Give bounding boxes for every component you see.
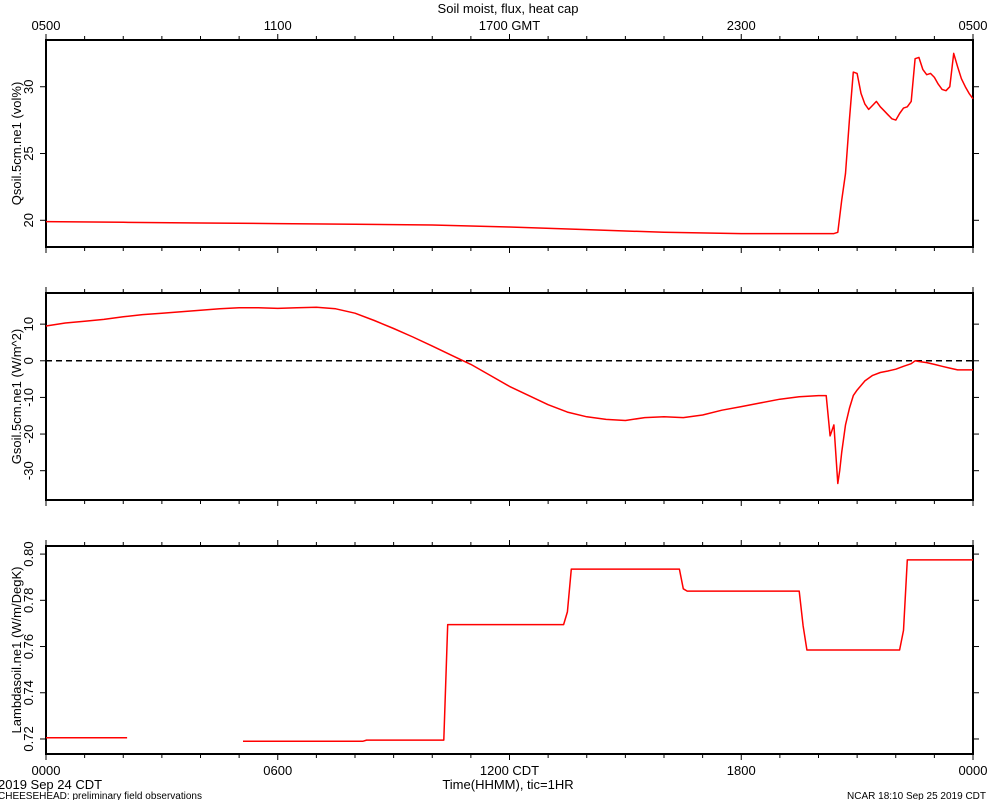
- y-axis-label: Gsoil.5cm.ne1 (W/m^2): [9, 329, 24, 464]
- bottom-tick-label: 0600: [263, 763, 292, 778]
- y-tick-label: 0.74: [21, 680, 36, 705]
- y-tick-label: 0.76: [21, 634, 36, 659]
- x-axis-label: Time(HHMM), tic=1HR: [442, 777, 573, 792]
- y-tick-label: 25: [21, 146, 36, 160]
- y-tick-label: -20: [21, 425, 36, 444]
- y-tick-label: 30: [21, 80, 36, 94]
- bottom-tick-label: 1800: [727, 763, 756, 778]
- bottom-tick-label: 1200 CDT: [480, 763, 539, 778]
- y-axis-label: Lambdasoil.ne1 (W/m/DegK): [9, 567, 24, 734]
- y-tick-label: 0: [21, 357, 36, 364]
- y-tick-label: 0.78: [21, 588, 36, 613]
- footer-right: NCAR 18:10 Sep 25 2019 CDT: [847, 791, 986, 800]
- top-tick-label: 2300: [727, 18, 756, 33]
- y-tick-label: 10: [21, 317, 36, 331]
- bottom-tick-label: 0000: [959, 763, 988, 778]
- y-tick-label: -10: [21, 388, 36, 407]
- bottom-tick-label: 0000: [32, 763, 61, 778]
- footer-left: CHEESEHEAD: preliminary field observatio…: [0, 791, 202, 800]
- panel-frame: [45, 39, 974, 248]
- y-axis-label: Qsoil.5cm.ne1 (vol%): [9, 82, 24, 206]
- top-tick-label: 0500: [32, 18, 61, 33]
- series-line: [45, 306, 973, 485]
- y-tick-label: 20: [21, 213, 36, 227]
- y-tick-label: 0.72: [21, 726, 36, 751]
- top-tick-label: 1100: [264, 18, 292, 33]
- y-tick-label: -30: [21, 461, 36, 480]
- chart-title: Soil moist, flux, heat cap: [438, 1, 579, 16]
- series-line: [243, 559, 973, 743]
- top-tick-label: 0500: [959, 18, 988, 33]
- panel-frame: [45, 292, 974, 501]
- y-tick-label: 0.80: [21, 541, 36, 566]
- top-tick-label: 1700 GMT: [479, 18, 540, 33]
- series-line: [45, 52, 974, 235]
- start-date-label: 2019 Sep 24 CDT: [0, 777, 102, 792]
